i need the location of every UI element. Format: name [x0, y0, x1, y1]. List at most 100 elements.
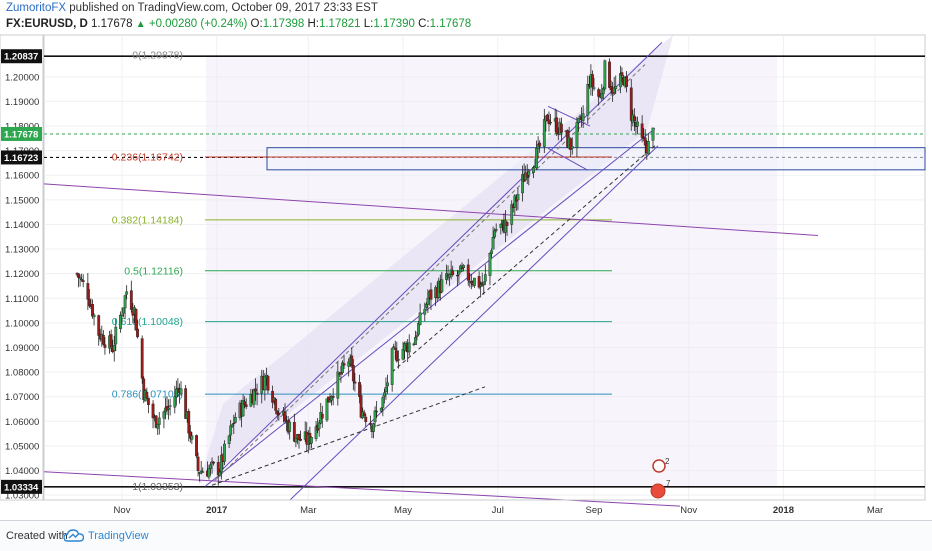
candle-body: [77, 273, 80, 278]
candle-body: [362, 412, 366, 416]
candle-body: [243, 401, 247, 405]
candle-body: [423, 308, 427, 315]
plot-area: [43, 34, 926, 501]
candle-body: [134, 309, 138, 331]
price-tag: [1, 126, 42, 141]
candle-body: [592, 87, 596, 89]
candle-body: [266, 375, 270, 391]
candle-body: [103, 344, 107, 348]
candle-body: [505, 222, 509, 226]
candle-body: [499, 224, 503, 228]
event-flag-icon: [652, 459, 666, 473]
candle-body: [233, 417, 237, 423]
candle-body: [516, 194, 520, 201]
candle-body: [401, 349, 405, 360]
y-tick-label: 1.15000: [5, 195, 39, 206]
fib-level-label: 0.382(1.14184): [112, 214, 183, 226]
price-tag: [1, 150, 42, 165]
candle-body: [80, 278, 84, 281]
price-change: +0.00280 (+0.24%): [148, 18, 248, 30]
candle-body: [277, 412, 281, 416]
event-count: 2: [665, 457, 670, 466]
x-tick-label: 2018: [773, 505, 794, 516]
candle-body: [490, 250, 493, 254]
candle-body: [187, 410, 191, 434]
candle-body: [384, 387, 388, 393]
price-tag-label: 1.20837: [4, 52, 38, 63]
candle-body: [577, 118, 580, 123]
channel-mid-dashed-upper: [214, 64, 646, 481]
candle-body: [101, 334, 105, 345]
candle-body: [212, 461, 216, 464]
candle-body: [140, 338, 144, 379]
author-link[interactable]: ZumoritoFX: [6, 2, 67, 14]
y-tick-label: 1.10000: [5, 318, 39, 329]
x-tick-label: Mar: [300, 505, 316, 516]
candle-body: [372, 423, 375, 432]
fib-level-label: 0(1.20878): [132, 50, 183, 62]
candle-body: [91, 304, 94, 317]
candle-body: [299, 438, 302, 441]
candle-body: [483, 274, 487, 282]
price-tag: [1, 479, 42, 494]
candle-body: [190, 435, 194, 440]
y-tick-label: 1.08000: [5, 368, 39, 379]
candle-body: [379, 407, 383, 412]
candle-body: [81, 280, 85, 282]
channel-lower-line: [204, 128, 656, 487]
candle-body: [218, 471, 222, 476]
candle-body: [396, 359, 400, 361]
candle-body: [608, 61, 611, 88]
candle-body: [359, 395, 363, 418]
published-text: published on TradingView.com, October 09…: [69, 2, 378, 14]
y-tick-label: 1.16000: [5, 171, 39, 182]
candle-body: [601, 87, 605, 95]
candle-body: [597, 89, 601, 97]
up-arrow-icon: ▲: [135, 19, 146, 30]
y-tick-label: 1.20000: [5, 72, 39, 83]
candle-body: [426, 297, 430, 305]
candle-body: [162, 411, 166, 419]
us-flag-icon: [650, 483, 666, 499]
candle-body: [575, 122, 579, 148]
candle-body: [482, 281, 486, 285]
candle-body: [538, 142, 542, 147]
symbol-label[interactable]: FX:EURUSD, D: [6, 18, 88, 30]
rising-dashed-trendline: [211, 386, 486, 486]
candle-body: [440, 279, 444, 293]
candle-body: [145, 391, 149, 399]
candle-body: [636, 121, 639, 127]
candle-body: [390, 348, 394, 385]
high-label: H:: [307, 18, 319, 30]
candle-body: [317, 422, 321, 429]
candle-body: [510, 204, 514, 225]
candle-body: [195, 435, 198, 457]
x-tick-label: 2017: [206, 505, 227, 516]
candle-body: [342, 363, 346, 366]
channel-outer-line: [289, 145, 659, 501]
candle-body: [184, 388, 188, 419]
candle-body: [136, 328, 139, 338]
x-tick-label: May: [394, 505, 412, 516]
y-tick-label: 1.06000: [5, 417, 39, 428]
candle-body: [473, 277, 476, 286]
candle-body: [373, 410, 377, 423]
candle-body: [620, 72, 624, 76]
candle-body: [591, 74, 594, 87]
channel-mid-dashed-lower: [391, 145, 656, 373]
candle-body: [375, 410, 379, 413]
candle-body: [350, 355, 354, 367]
candle-body: [555, 117, 559, 134]
candle-body: [271, 390, 275, 403]
tradingview-link[interactable]: TradingView: [88, 530, 149, 542]
candle-body: [646, 141, 650, 155]
candle-body: [521, 174, 524, 194]
candle-body: [255, 392, 259, 395]
y-tick-label: 1.13000: [5, 245, 39, 256]
candle-body: [274, 399, 278, 411]
candle-body: [244, 404, 248, 407]
candle-body: [469, 281, 473, 284]
candle-body: [488, 253, 492, 276]
candle-body: [120, 314, 124, 316]
